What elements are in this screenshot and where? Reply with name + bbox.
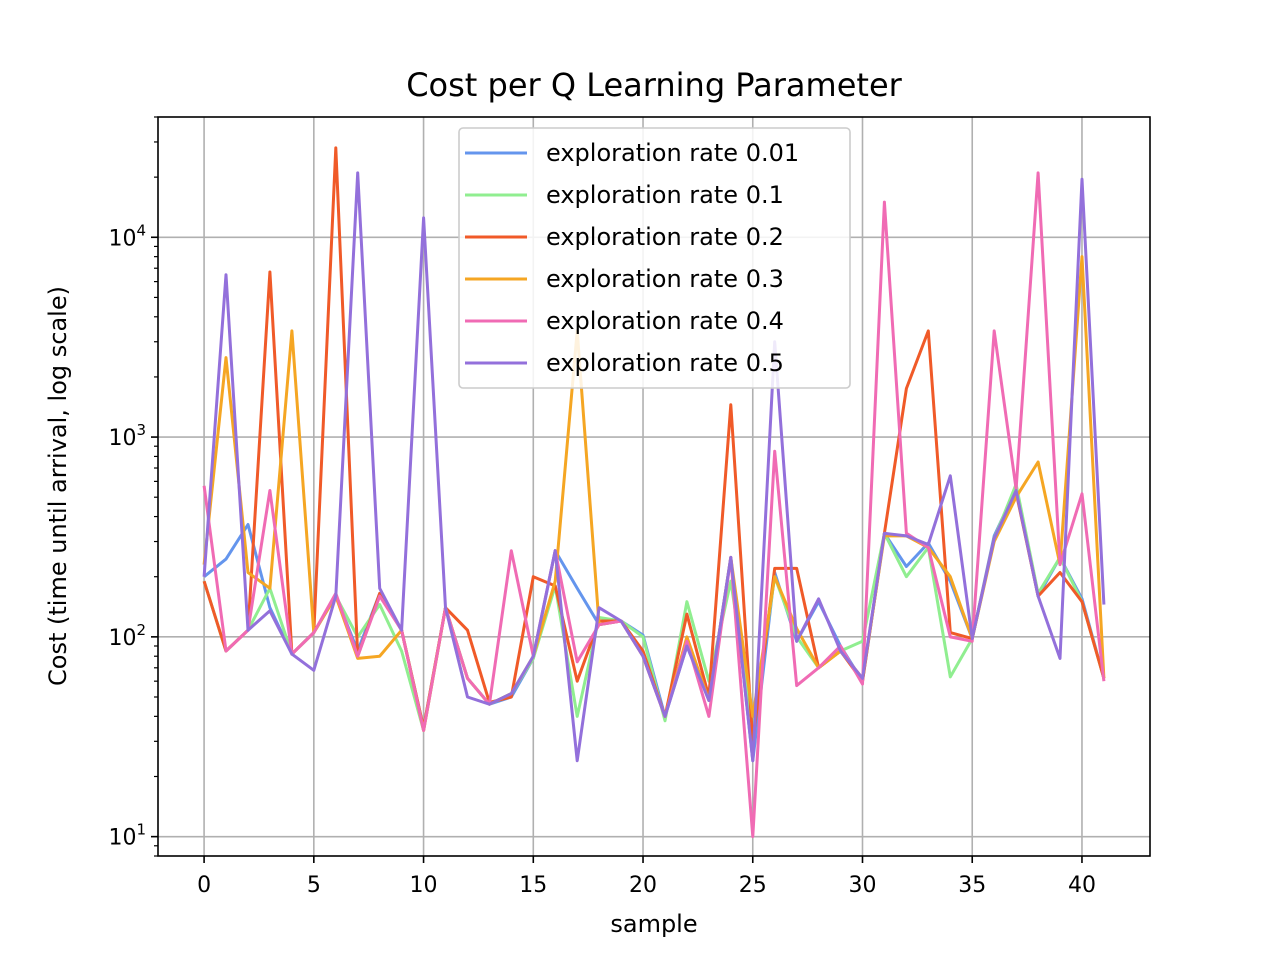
legend-label: exploration rate 0.01 — [546, 139, 799, 167]
legend-label: exploration rate 0.3 — [546, 265, 784, 293]
legend-entries: exploration rate 0.01 exploration rate 0.… — [465, 139, 799, 377]
chart-title: Cost per Q Learning Parameter — [406, 66, 902, 104]
series-lines — [202, 146, 1106, 839]
y-axis-label: Cost (time until arrival, log scale) — [44, 286, 72, 686]
legend-label: exploration rate 0.4 — [546, 307, 784, 335]
x-tick-label: 30 — [848, 873, 876, 898]
x-tick-label: 10 — [410, 873, 438, 898]
x-tick-label: 25 — [739, 873, 767, 898]
y-tick-label: 101 — [108, 821, 146, 851]
x-tick-label: 15 — [519, 873, 547, 898]
series-line-5 — [202, 171, 1106, 763]
legend-box — [458, 127, 851, 389]
y-tick-label: 103 — [108, 421, 146, 451]
x-tick-label: 35 — [958, 873, 986, 898]
y-tick-label: 104 — [108, 221, 146, 251]
x-tick-label: 5 — [307, 873, 321, 898]
x-axis-label: sample — [610, 910, 697, 938]
legend-label: exploration rate 0.2 — [546, 223, 784, 251]
legend-label: exploration rate 0.5 — [546, 349, 784, 377]
y-axis-ticks: 101 102 103 104 — [108, 116, 158, 857]
plot-area-frame — [157, 116, 1151, 857]
x-tick-label: 20 — [629, 873, 657, 898]
series-line-1 — [202, 482, 1106, 732]
x-tick-label: 0 — [197, 873, 211, 898]
x-axis-ticks: 0 5 10 15 20 25 30 35 40 — [197, 856, 1096, 898]
legend: exploration rate 0.01 exploration rate 0.… — [458, 127, 851, 389]
x-tick-label: 40 — [1068, 873, 1096, 898]
legend-label: exploration rate 0.1 — [546, 181, 784, 209]
y-tick-label: 102 — [108, 621, 146, 651]
